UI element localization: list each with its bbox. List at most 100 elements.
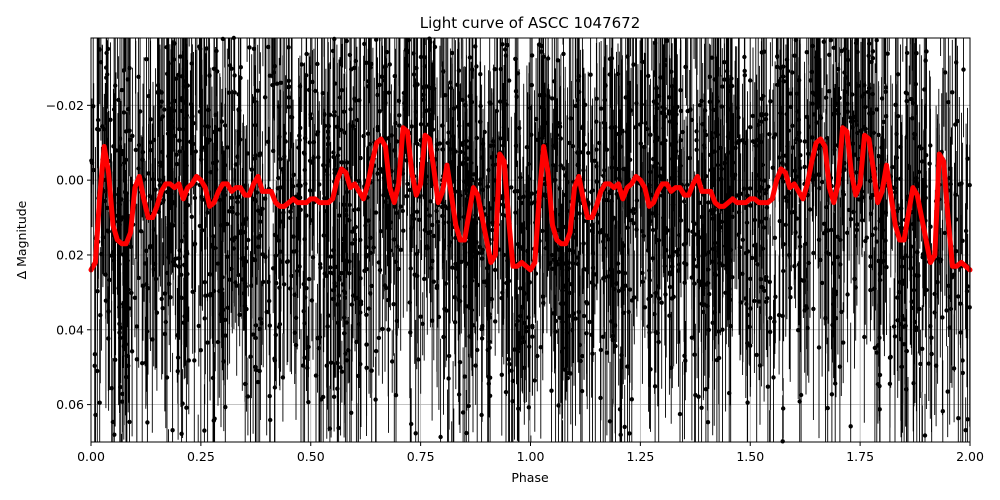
data-point [418,122,424,127]
data-point [427,107,432,112]
data-point [709,55,715,60]
data-point [434,285,440,291]
data-point [582,102,588,108]
data-point [533,116,539,122]
data-point [590,351,595,356]
data-point [468,237,474,243]
data-point [169,122,174,128]
data-point [343,208,349,213]
data-point [485,284,490,289]
data-point [845,292,850,297]
data-point [358,276,363,281]
data-point [682,199,687,204]
data-point [712,77,718,82]
data-point [420,321,425,326]
data-point [778,110,783,116]
data-point [667,313,672,318]
data-point [963,228,969,234]
data-point [900,281,905,287]
data-point [477,244,482,250]
data-point [623,283,628,288]
data-point [307,140,312,145]
data-point [553,177,558,183]
data-point [898,144,903,150]
data-point [868,287,873,293]
data-point [877,372,883,378]
data-point [292,330,298,335]
data-point [911,131,917,137]
data-point [184,115,189,121]
data-point [594,96,599,101]
data-point [192,195,198,201]
data-point [475,282,480,288]
data-point [456,68,462,73]
data-point [692,281,697,286]
data-point [567,313,572,319]
data-point [719,104,725,109]
data-point [175,333,180,338]
data-point [460,140,465,146]
data-point [507,362,512,367]
data-point [202,280,207,285]
data-point [280,375,286,380]
data-point [366,79,371,84]
data-point [417,217,422,222]
data-point [841,340,846,345]
data-point [919,159,925,164]
data-point [358,361,363,367]
data-point [656,93,662,99]
data-point [325,129,331,134]
data-point [911,288,917,293]
data-point [247,45,252,50]
data-point [490,220,495,225]
data-point [148,117,153,122]
data-point [158,163,163,168]
data-point [881,119,886,125]
data-point [780,313,785,319]
data-point [162,291,167,296]
data-point [662,225,667,230]
data-point [833,101,839,106]
data-point [240,222,245,227]
data-point [144,248,149,253]
data-point [505,42,510,48]
data-point [227,277,232,282]
data-point [700,122,705,127]
data-point [562,367,568,372]
data-point [414,65,419,71]
data-point [306,344,311,350]
data-point [535,353,540,359]
data-point [167,281,172,287]
data-point [361,133,366,139]
data-point [960,238,965,243]
data-point [428,266,434,271]
data-point [530,334,535,339]
data-point [835,234,840,239]
data-point [500,42,505,47]
data-point [854,227,860,233]
data-point [792,264,797,269]
data-point [313,88,318,94]
data-point [874,239,879,244]
data-point [797,234,802,240]
data-point [253,335,258,341]
data-point [486,381,491,386]
data-point [838,237,843,243]
data-point [519,304,525,310]
data-point [267,298,272,304]
data-point [801,278,806,283]
data-point [654,106,660,111]
data-point [705,420,711,425]
data-point [876,153,881,159]
data-point [376,335,382,341]
data-point [663,138,668,143]
data-point [241,291,247,296]
data-point [140,283,146,289]
data-point [352,65,357,71]
data-point [670,84,675,89]
data-point [773,294,778,299]
data-point [794,216,799,221]
data-point [706,250,712,255]
data-point [753,143,758,148]
data-point [91,104,96,109]
